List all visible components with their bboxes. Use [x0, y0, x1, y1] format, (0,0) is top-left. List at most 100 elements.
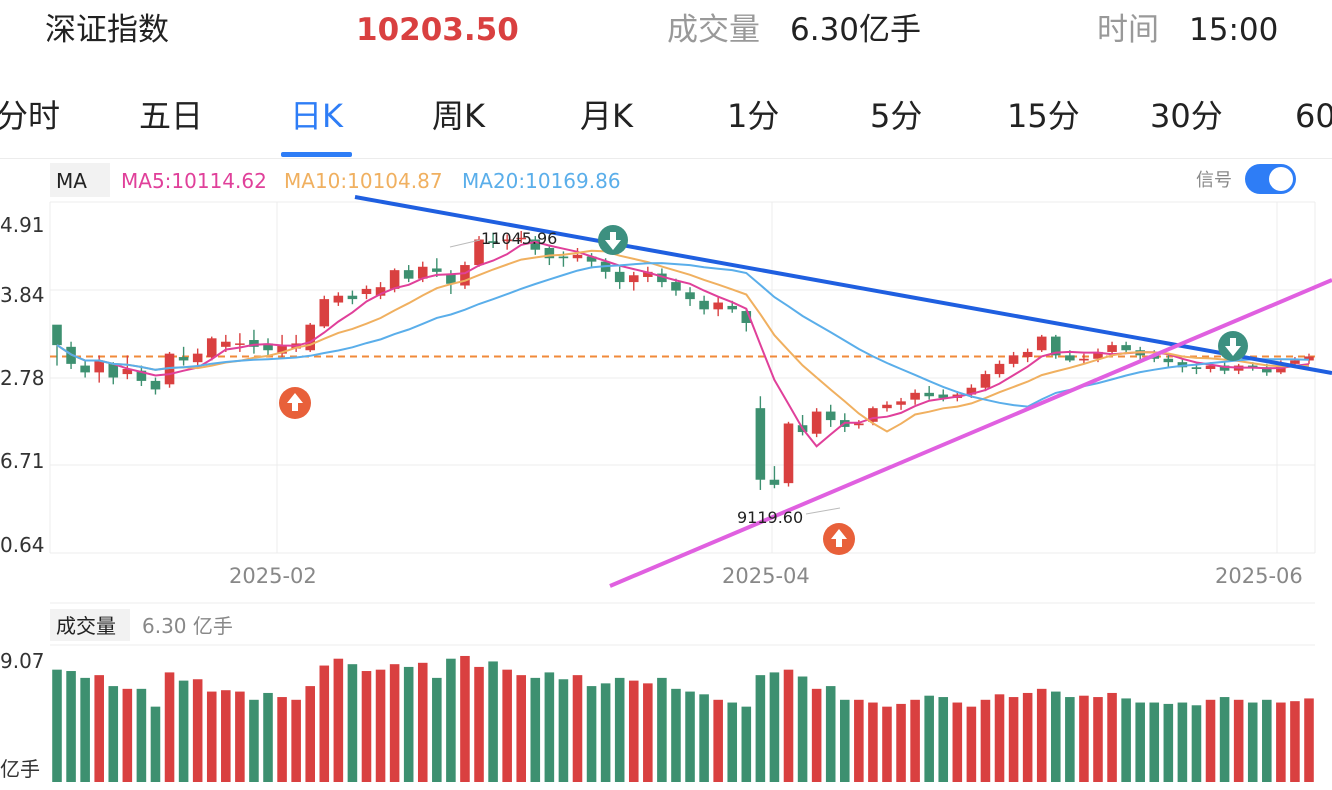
volume-bar [389, 664, 400, 782]
candle-down [769, 479, 780, 485]
candle-up [1093, 351, 1103, 359]
volume-bar [305, 686, 315, 782]
volume-bar [488, 661, 498, 782]
sell-signal-icon[interactable] [598, 225, 628, 255]
volume-bar [572, 675, 583, 782]
buy-signal-icon[interactable] [279, 387, 311, 419]
candle-down [755, 408, 766, 480]
volume-value: 6.30亿手 [790, 12, 922, 48]
volume-bar [896, 703, 906, 782]
volume-bar [460, 655, 470, 782]
volume-bar [910, 699, 920, 782]
volume-bar [108, 686, 119, 782]
volume-label: 成交量 [667, 12, 760, 48]
volume-bar [502, 669, 512, 782]
volume-bar [375, 669, 386, 782]
signal-toggle[interactable] [1245, 164, 1296, 194]
quote-header: 深证指数 10203.50 成交量 6.30亿手 时间 15:00 [0, 0, 1332, 62]
volume-bar [825, 686, 836, 782]
volume-bar [1290, 701, 1300, 782]
volume-label-bg [50, 609, 130, 641]
volume-bar [1065, 697, 1075, 782]
volume-bar [980, 699, 991, 782]
candle-down [263, 343, 273, 351]
candle-up [305, 324, 315, 351]
ma5-legend: MA5:10114.62 [121, 169, 267, 193]
high-leader-line [449, 239, 481, 248]
kline-chart[interactable]: MA MA5:10114.62 MA10:10104.87 MA20:10169… [0, 158, 1332, 790]
volume-bar [178, 680, 189, 782]
tab-5min[interactable]: 5分 [870, 97, 923, 135]
candle-up [1290, 360, 1300, 364]
ma10-legend: MA10:10104.87 [284, 169, 443, 193]
candle-up [94, 360, 104, 373]
candle-up [277, 345, 287, 354]
volume-bar [1051, 691, 1061, 782]
volume-bar [291, 699, 301, 782]
candle-down [178, 357, 189, 361]
candle-down [108, 363, 119, 378]
volume-bar [614, 677, 625, 782]
volume-bar [1163, 703, 1174, 782]
candle-down [403, 270, 414, 279]
tab-intraday[interactable]: 分时 [0, 97, 61, 135]
index-price: 10203.50 [356, 12, 519, 48]
candle-up [868, 408, 878, 422]
volume-bar [1304, 698, 1314, 782]
tab-30min[interactable]: 30分 [1150, 97, 1223, 135]
tab-15min[interactable]: 15分 [1007, 97, 1080, 135]
volume-bar [122, 688, 133, 782]
candle-down [699, 300, 709, 310]
volume-bar [206, 691, 217, 782]
volume-bar [1247, 702, 1258, 782]
volume-bar [643, 683, 653, 782]
volume-bar [952, 702, 963, 782]
candle-up [966, 387, 977, 395]
candle-down [530, 239, 541, 250]
candle-up [994, 363, 1005, 375]
volume-bar [80, 677, 90, 782]
candle-up [811, 411, 822, 434]
candle-up [375, 287, 386, 296]
volume-bar [1036, 688, 1047, 782]
volume-bar [1149, 702, 1160, 782]
candle-down [1262, 367, 1272, 373]
candle-up [1107, 345, 1117, 352]
tab-weekly-k[interactable]: 周K [432, 97, 485, 135]
price-tick: 6.71 [0, 449, 45, 473]
ma10-line [56, 249, 1310, 433]
ma5-line [56, 240, 1310, 448]
candle-up [460, 265, 470, 286]
volume-bar [1177, 702, 1188, 782]
volume-bar [994, 694, 1005, 782]
volume-bar [882, 706, 892, 782]
volume-bar [755, 675, 766, 782]
candle-down [657, 273, 667, 283]
tab-monthly-k[interactable]: 月K [580, 97, 633, 135]
tab-60min[interactable]: 60 [1295, 97, 1332, 135]
volume-bar [741, 706, 752, 782]
ma20-legend: MA20:10169.86 [462, 169, 621, 193]
period-tabs: 分时 五日 日K 周K 月K 1分 5分 15分 30分 60 [0, 80, 1332, 159]
volume-bar [558, 679, 569, 782]
tab-daily-k[interactable]: 日K [290, 97, 343, 135]
candle-up [980, 374, 991, 388]
volume-bar [403, 666, 414, 782]
candle-up [572, 254, 583, 259]
volume-bar [277, 697, 287, 782]
buy-signal-icon[interactable] [823, 523, 855, 555]
time-value: 15:00 [1189, 12, 1279, 48]
tab-1min[interactable]: 1分 [727, 97, 780, 135]
volume-bar [868, 702, 878, 782]
volume-bar [94, 675, 104, 782]
candle-up [910, 392, 920, 400]
tab-five-day[interactable]: 五日 [139, 97, 204, 135]
ma-label-bg [50, 163, 110, 197]
volume-bar [263, 692, 273, 782]
volume-bar [221, 690, 231, 782]
low-leader-line [805, 507, 841, 515]
sell-signal-icon[interactable] [1218, 331, 1248, 361]
ma-label[interactable]: MA [56, 169, 87, 193]
candle-up [1008, 355, 1019, 364]
high-annotation: 11045.96 [481, 229, 557, 248]
